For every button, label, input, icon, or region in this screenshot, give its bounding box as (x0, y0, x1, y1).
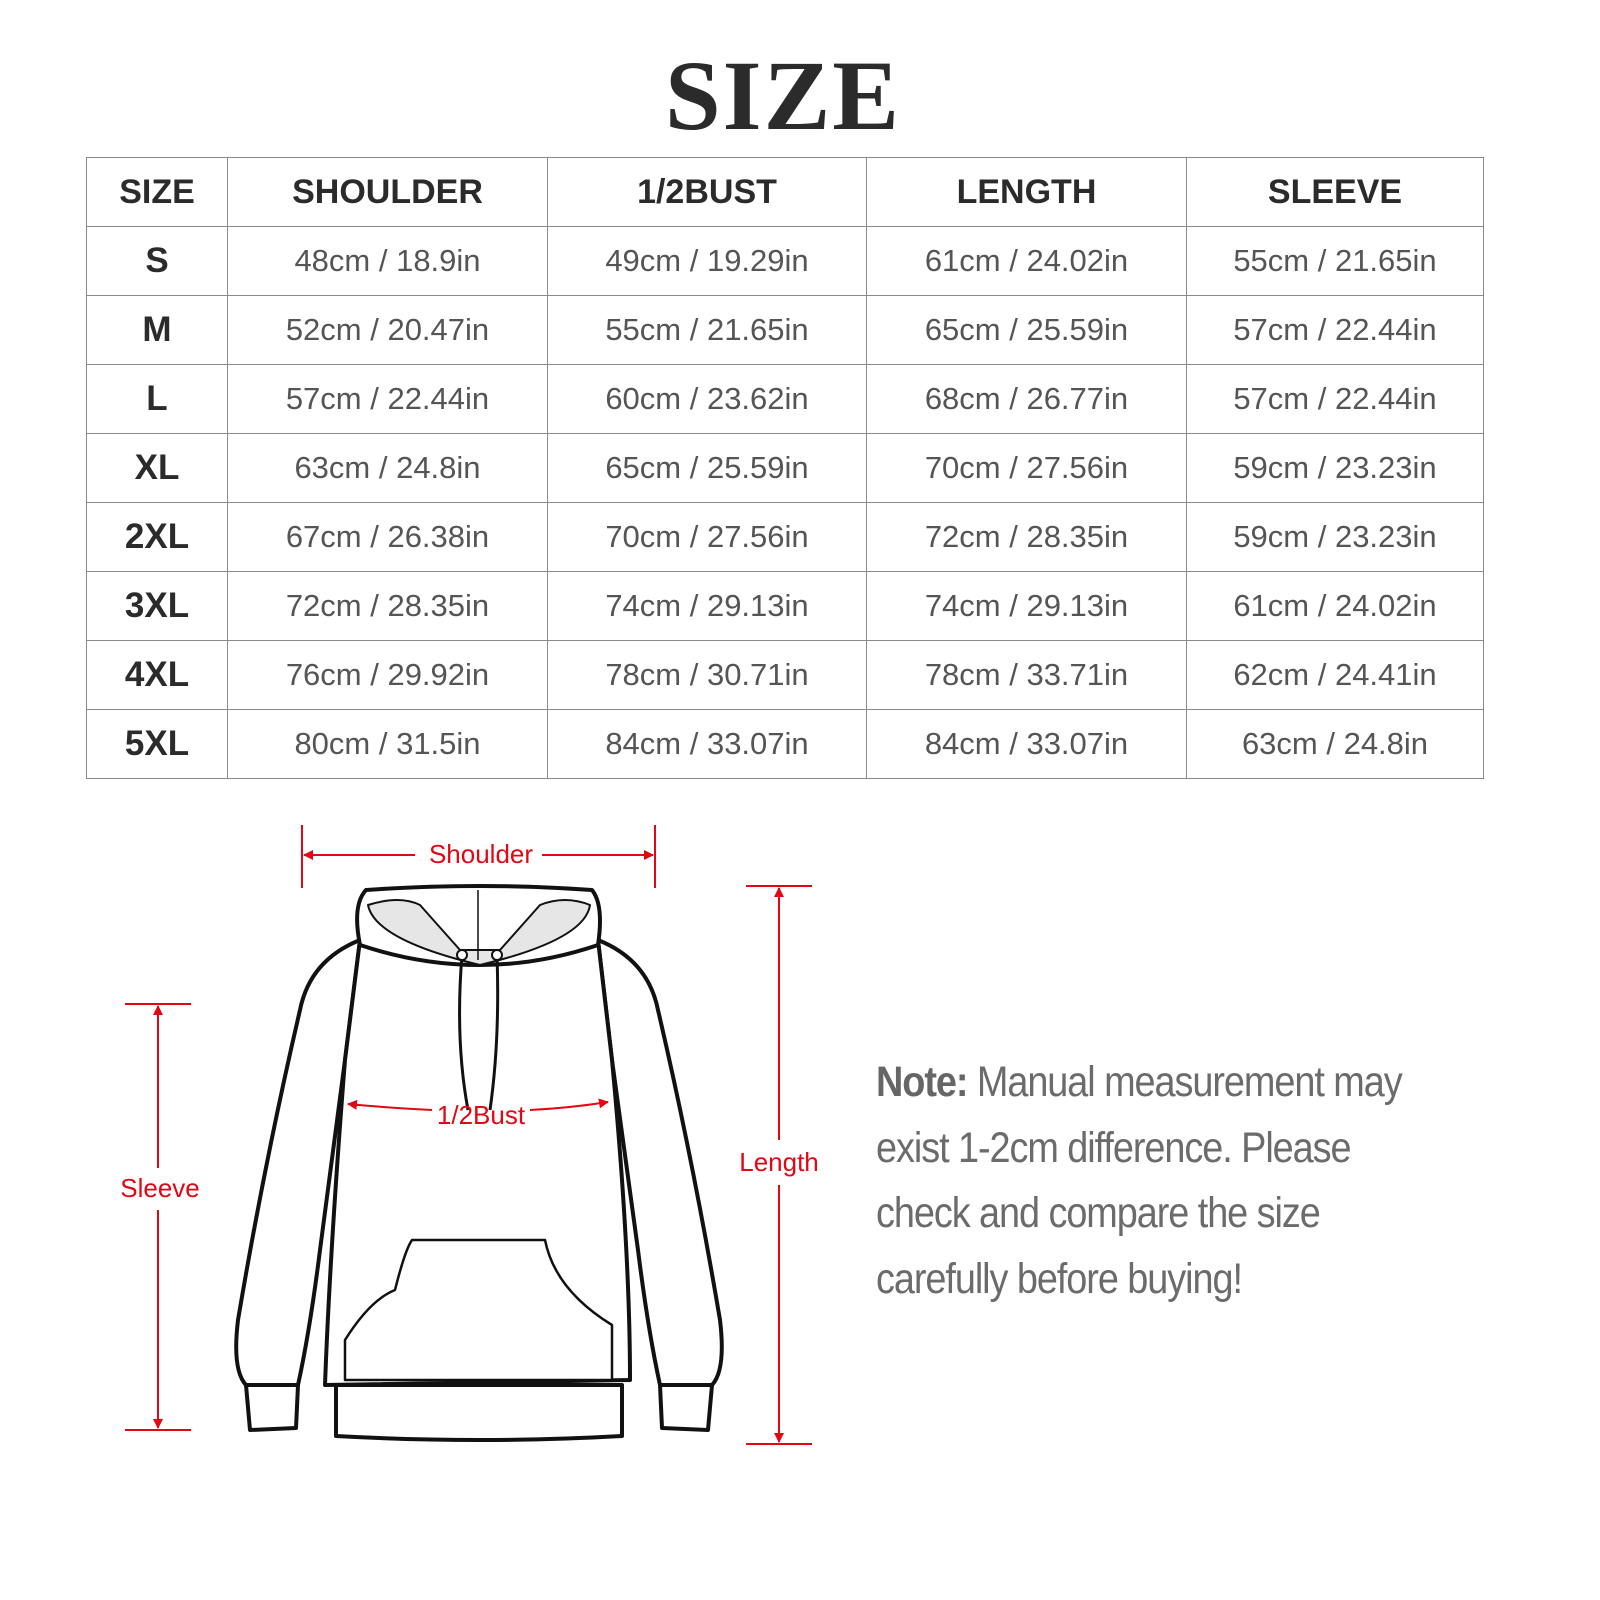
sleeve-measure (125, 1003, 191, 1431)
size-label-cell: L (86, 364, 228, 434)
measurement-cell: 59cm / 23.23in (1186, 502, 1484, 572)
note-line: check and compare the size (876, 1189, 1321, 1237)
measurement-cell: 74cm / 29.13in (547, 571, 867, 641)
measurement-cell: 61cm / 24.02in (1186, 571, 1484, 641)
size-label-cell: 3XL (86, 571, 228, 641)
bust-measure (347, 1098, 609, 1111)
measurement-cell: 57cm / 22.44in (1186, 295, 1484, 365)
measurement-note: Note: Manual measurement may exist 1-2cm… (876, 1050, 1492, 1312)
measurement-cell: 63cm / 24.8in (1186, 709, 1484, 779)
column-header: SIZE (86, 157, 228, 227)
measurement-cell: 48cm / 18.9in (227, 226, 548, 296)
table-row: XL 63cm / 24.8in 65cm / 25.59in 70cm / 27.5… (86, 433, 1484, 503)
measurement-cell: 74cm / 29.13in (866, 571, 1187, 641)
measurement-cell: 70cm / 27.56in (547, 502, 867, 572)
table-row: S 48cm / 18.9in 49cm / 19.29in 61cm / 24.02… (86, 226, 1484, 296)
sleeve-label: Sleeve (120, 1173, 200, 1203)
measurement-cell: 60cm / 23.62in (547, 364, 867, 434)
measurement-cell: 55cm / 21.65in (1186, 226, 1484, 296)
measurement-cell: 65cm / 25.59in (547, 433, 867, 503)
note-line: Manual measurement may (967, 1058, 1403, 1106)
table-row: M 52cm / 20.47in 55cm / 21.65in 65cm / 25.5… (86, 295, 1484, 365)
measurement-cell: 65cm / 25.59in (866, 295, 1187, 365)
measurement-cell: 57cm / 22.44in (227, 364, 548, 434)
measurement-cell: 70cm / 27.56in (866, 433, 1187, 503)
note-line: carefully before buying! (876, 1254, 1243, 1303)
table-row: L 57cm / 22.44in 60cm / 23.62in 68cm / 26.7… (86, 364, 1484, 434)
measurement-cell: 49cm / 19.29in (547, 226, 867, 296)
bust-label: 1/2Bust (437, 1100, 526, 1130)
hoodie-icon (234, 884, 724, 1442)
shoulder-measure (301, 825, 656, 888)
size-label-cell: S (86, 226, 228, 296)
length-measure (746, 885, 812, 1445)
table-row: 2XL 67cm / 26.38in 70cm / 27.56in 72cm / 28… (86, 502, 1484, 572)
measurement-cell: 63cm / 24.8in (227, 433, 548, 503)
measurement-cell: 80cm / 31.5in (227, 709, 548, 779)
table-row: 5XL 80cm / 31.5in 84cm / 33.07in 84cm / 33.… (86, 709, 1484, 779)
size-label-cell: 4XL (86, 640, 228, 710)
measurement-cell: 68cm / 26.77in (866, 364, 1187, 434)
column-header: SLEEVE (1186, 157, 1484, 227)
size-label-cell: 5XL (86, 709, 228, 779)
column-header: LENGTH (866, 157, 1187, 227)
note-label: Note: (876, 1058, 968, 1106)
measurement-cell: 57cm / 22.44in (1186, 364, 1484, 434)
measurement-cell: 55cm / 21.65in (547, 295, 867, 365)
measurement-cell: 67cm / 26.38in (227, 502, 548, 572)
size-label-cell: 2XL (86, 502, 228, 572)
shoulder-label: Shoulder (429, 839, 533, 869)
size-table: SIZE SHOULDER 1/2BUST LENGTH SLEEVE S 48cm / … (86, 157, 1484, 779)
table-row: 3XL 72cm / 28.35in 74cm / 29.13in 74cm / 29… (86, 571, 1484, 641)
table-header-row: SIZE SHOULDER 1/2BUST LENGTH SLEEVE (86, 157, 1484, 227)
page-title: SIZE (665, 40, 901, 151)
measurement-cell: 72cm / 28.35in (866, 502, 1187, 572)
column-header: 1/2BUST (547, 157, 867, 227)
length-label: Length (739, 1147, 819, 1177)
measurement-cell: 62cm / 24.41in (1186, 640, 1484, 710)
measurement-cell: 72cm / 28.35in (227, 571, 548, 641)
size-label-cell: M (86, 295, 228, 365)
measurement-cell: 52cm / 20.47in (227, 295, 548, 365)
measurement-cell: 84cm / 33.07in (547, 709, 867, 779)
measurement-cell: 59cm / 23.23in (1186, 433, 1484, 503)
note-line: exist 1-2cm difference. Please (876, 1123, 1352, 1172)
measurement-cell: 84cm / 33.07in (866, 709, 1187, 779)
measurement-cell: 78cm / 30.71in (547, 640, 867, 710)
measurement-cell: 76cm / 29.92in (227, 640, 548, 710)
